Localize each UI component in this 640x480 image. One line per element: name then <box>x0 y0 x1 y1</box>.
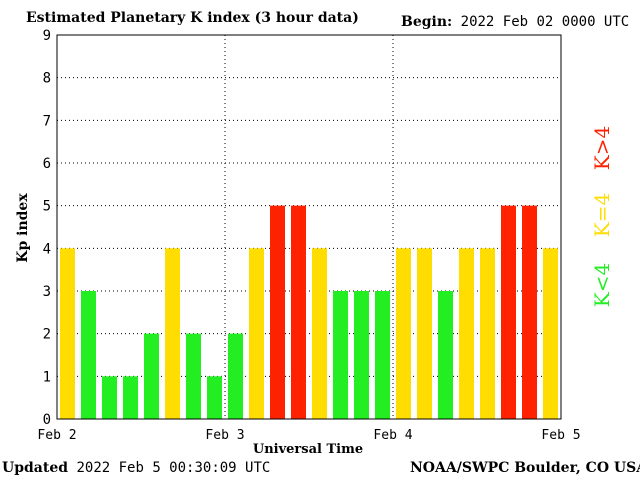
y-tick-label: 0 <box>43 412 51 428</box>
kp-bar <box>270 205 285 419</box>
updated-label: Updated <box>2 460 69 476</box>
kp-bar <box>228 333 243 419</box>
kp-bar <box>60 248 75 419</box>
y-tick-label: 2 <box>43 327 51 343</box>
plot-frame <box>56 34 562 420</box>
kp-bar <box>438 291 453 419</box>
kp-bar <box>312 248 327 419</box>
x-tick-label: Feb 2 <box>37 428 76 443</box>
updated-time: Updated 2022 Feb 5 00:30:09 UTC <box>2 460 270 476</box>
y-tick-label: 4 <box>43 241 51 257</box>
kp-bar <box>333 291 348 419</box>
kp-bar <box>354 291 369 419</box>
x-tick-label: Feb 3 <box>205 428 244 443</box>
x-tick-labels: Feb 2 Feb 3 Feb 4 Feb 5 <box>37 428 580 443</box>
x-tick-label: Feb 5 <box>541 428 580 443</box>
kp-bar <box>543 248 558 419</box>
y-tick-label: 5 <box>43 199 51 215</box>
kp-bar <box>144 333 159 419</box>
legend-entry: K<4 <box>590 263 614 307</box>
legend: K<4 K=4 K>4 <box>590 126 614 307</box>
legend-entry: K=4 <box>590 193 614 237</box>
y-tick-label: 6 <box>43 156 51 172</box>
y-axis-label: Kp index <box>15 193 31 263</box>
kp-bar <box>459 248 474 419</box>
kp-bar <box>501 205 516 419</box>
begin-value: 2022 Feb 02 0000 UTC <box>460 14 630 30</box>
y-tick-label: 8 <box>43 71 51 87</box>
kp-bar <box>480 248 495 419</box>
kp-bar <box>81 291 96 419</box>
x-axis-label: Universal Time <box>253 442 363 457</box>
kp-bar <box>186 333 201 419</box>
kp-bar <box>375 291 390 419</box>
y-tick-label: 3 <box>43 284 51 300</box>
y-tick-label: 1 <box>43 369 51 385</box>
grid-lines <box>57 35 561 419</box>
kp-bar <box>249 248 264 419</box>
kp-bar <box>207 376 222 419</box>
kp-bar <box>102 376 117 419</box>
chart-title: Estimated Planetary K index (3 hour data… <box>26 10 359 26</box>
begin-time: Begin: 2022 Feb 02 0000 UTC <box>401 14 629 30</box>
credit-text: NOAA/SWPC Boulder, CO USA <box>410 460 640 476</box>
kp-bar <box>291 205 306 419</box>
y-tick-labels: 0 1 2 3 4 5 6 7 8 9 <box>43 28 51 428</box>
kp-bar <box>522 205 537 419</box>
x-tick-label: Feb 4 <box>373 428 412 443</box>
kp-bar <box>396 248 411 419</box>
updated-value: 2022 Feb 5 00:30:09 UTC <box>76 460 271 476</box>
bars <box>60 205 558 419</box>
kp-bar <box>417 248 432 419</box>
kp-bar <box>123 376 138 419</box>
y-tick-label: 7 <box>43 113 51 129</box>
y-tick-label: 9 <box>43 28 51 44</box>
kp-bar <box>165 248 180 419</box>
begin-label: Begin: <box>401 14 453 30</box>
legend-entry: K>4 <box>590 126 614 170</box>
